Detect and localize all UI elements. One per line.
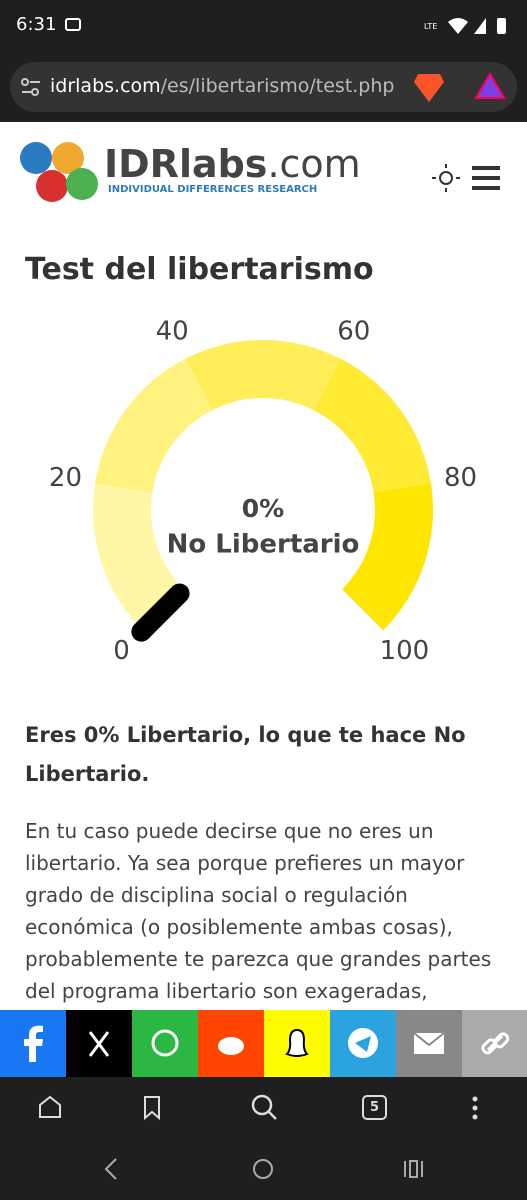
page-title: Test del libertarismo — [25, 252, 374, 287]
share-whatsapp[interactable] — [132, 1010, 198, 1077]
gauge-tick-label: 100 — [380, 636, 430, 666]
status-bar: 6:31 LTE — [0, 0, 527, 50]
gauge-band — [93, 483, 184, 631]
gauge-tick-label: 20 — [49, 463, 82, 493]
share-bar — [0, 1010, 527, 1077]
gauge-needle — [131, 583, 190, 642]
body-text: En tu caso puede decirse que no eres un … — [25, 819, 492, 1003]
gauge-band — [95, 358, 213, 493]
time: 6:31 — [16, 14, 57, 35]
browser-icons[interactable] — [414, 70, 514, 104]
logo-hexagons — [20, 142, 98, 202]
site-settings-icon[interactable] — [20, 77, 42, 97]
share-telegram[interactable] — [330, 1010, 396, 1077]
logo-suffix: .com — [267, 142, 361, 186]
share-reddit[interactable] — [198, 1010, 264, 1077]
navigation-bar: 5 — [0, 1077, 527, 1200]
logo-tagline: INDIVIDUAL DIFFERENCES RESEARCH — [108, 184, 318, 195]
header-controls[interactable] — [430, 162, 502, 194]
gauge-tick-label: 0 — [113, 636, 130, 666]
gauge-band — [313, 358, 431, 493]
logo-name: IDRlabs — [104, 142, 268, 186]
gauge-tick-label: 40 — [156, 316, 189, 346]
share-facebook[interactable] — [0, 1010, 66, 1077]
gauge-band — [185, 340, 341, 411]
share-link[interactable] — [462, 1010, 527, 1077]
gauge-category: No Libertario — [167, 530, 360, 560]
status-icons — [65, 18, 506, 34]
gauge-band — [342, 483, 433, 631]
gauge: 0 20 40 60 80 100 0% No Libertario — [49, 316, 477, 666]
network: LTE — [424, 22, 438, 31]
nav-icons[interactable] — [0, 1077, 527, 1200]
share-snapchat[interactable] — [264, 1010, 330, 1077]
gauge-tick-label: 60 — [337, 316, 370, 346]
url-field[interactable]: idrlabs.com/es/libertarismo/test.php — [10, 62, 517, 112]
url-host: idrlabs.com — [50, 75, 161, 97]
gauge-value-label: 0% — [242, 494, 284, 523]
share-x[interactable] — [66, 1010, 132, 1077]
tab-count[interactable]: 5 — [369, 1100, 380, 1115]
url-path: /es/libertarismo/test.php — [160, 75, 395, 97]
result-heading: Eres 0% Libertario, lo que te hace No Li… — [25, 723, 466, 786]
gauge-tick-label: 80 — [444, 463, 477, 493]
share-email[interactable] — [396, 1010, 462, 1077]
